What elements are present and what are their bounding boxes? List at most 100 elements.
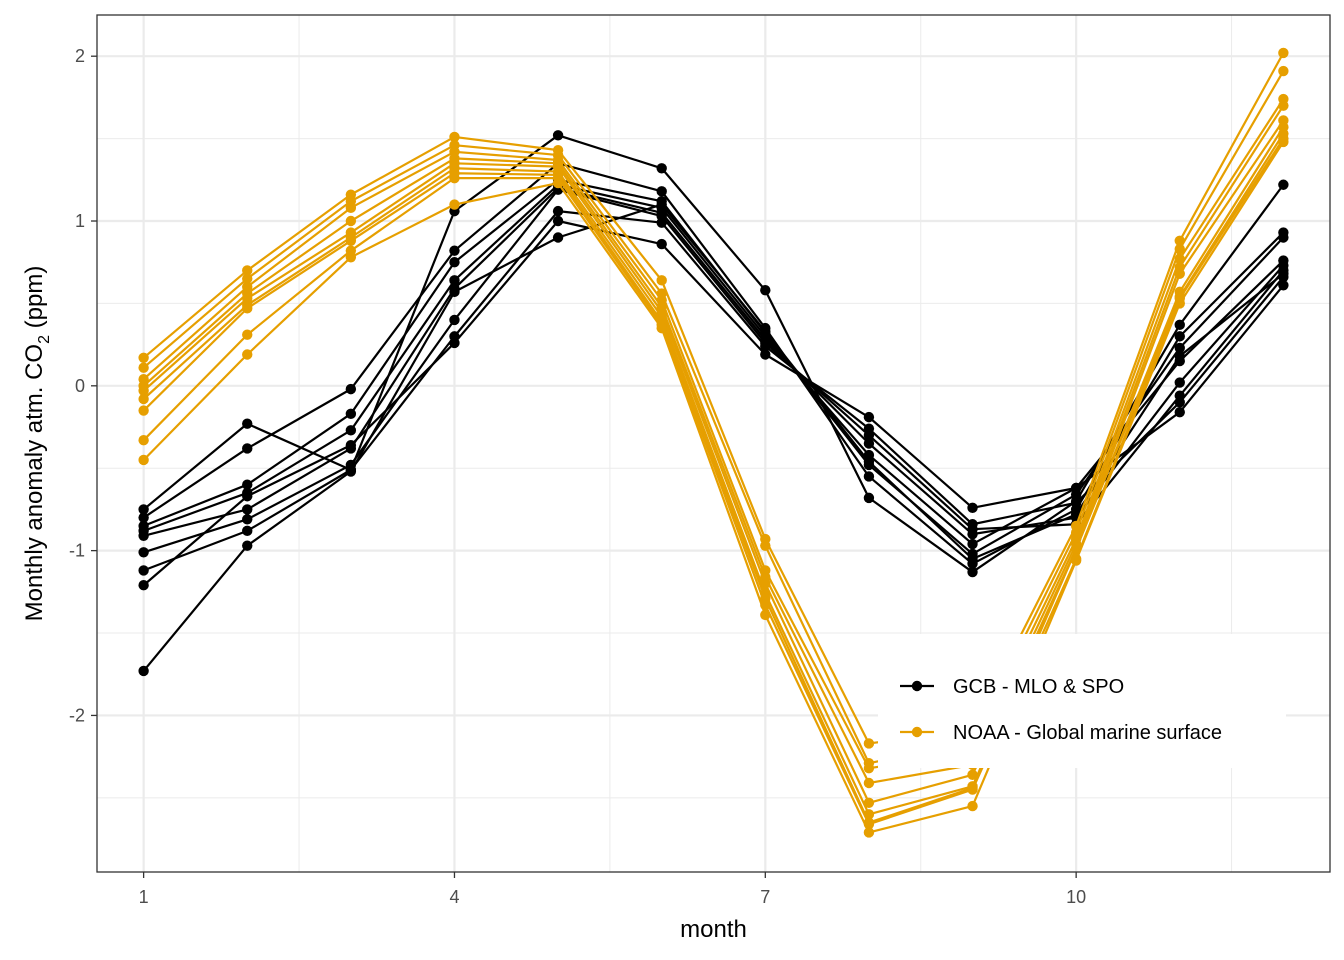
data-point	[242, 491, 253, 502]
data-point	[242, 479, 253, 490]
data-point	[1174, 350, 1185, 362]
data-point	[863, 777, 875, 789]
data-point	[760, 609, 771, 621]
data-point	[449, 172, 460, 184]
data-point	[1174, 298, 1185, 309]
data-point	[1174, 243, 1185, 255]
y-axis-title: Monthly anomaly atm. CO2 (ppm)	[21, 266, 53, 622]
data-point	[242, 418, 253, 429]
data-point	[1070, 497, 1082, 509]
data-point	[967, 566, 978, 578]
data-point	[345, 408, 357, 420]
series-line	[143, 183, 1285, 546]
data-point	[242, 443, 253, 454]
data-point	[345, 383, 357, 395]
data-point	[656, 275, 667, 286]
y-tick-label: -1	[69, 541, 85, 561]
data-point	[242, 303, 253, 314]
data-point	[552, 130, 564, 141]
x-tick-label: 4	[449, 887, 459, 907]
data-point	[863, 492, 875, 504]
data-point	[345, 439, 357, 451]
data-point	[1174, 331, 1185, 342]
data-point	[967, 800, 978, 812]
data-point	[138, 454, 149, 466]
data-point	[138, 512, 149, 523]
x-tick-label: 7	[760, 887, 770, 907]
series-line	[142, 133, 1285, 824]
data-point	[449, 199, 460, 210]
data-point	[863, 797, 875, 808]
data-point	[760, 540, 771, 551]
data-point	[967, 519, 978, 530]
y-tick-label: 1	[75, 211, 85, 231]
data-point	[863, 423, 875, 434]
data-point	[863, 762, 875, 774]
data-point	[656, 186, 667, 197]
panel-border	[96, 14, 1331, 873]
y-tick-label: -2	[69, 705, 85, 725]
legend-item: GCB - MLO & SPO	[900, 676, 1124, 698]
axis-tick-labels: 1 4 7 10 -2 -1 0 1 2	[69, 46, 1086, 907]
data-point	[138, 665, 149, 677]
data-point	[138, 580, 149, 591]
data-point	[1278, 100, 1289, 111]
data-point	[138, 547, 149, 558]
series-line	[142, 98, 1285, 770]
data-point	[1278, 280, 1289, 291]
data-point	[967, 502, 978, 513]
legend: GCB - MLO & SPO NOAA - Global marine surf…	[878, 634, 1286, 768]
y-axis-title-subscript: 2	[36, 335, 53, 344]
data-point	[760, 285, 771, 296]
data-point	[449, 245, 460, 256]
data-point	[242, 349, 253, 360]
data-point	[138, 405, 149, 416]
series-line	[142, 105, 1285, 785]
data-point	[1174, 268, 1185, 279]
data-point	[345, 425, 357, 436]
data-point	[863, 827, 875, 838]
data-point	[242, 540, 253, 551]
data-point	[449, 337, 460, 349]
data-point	[138, 504, 149, 515]
data-point	[760, 341, 771, 352]
data-point	[552, 205, 564, 217]
data-point	[1278, 268, 1289, 279]
x-tick-label: 10	[1066, 887, 1086, 907]
data-point	[863, 456, 875, 467]
legend-label: GCB - MLO & SPO	[953, 676, 1124, 698]
data-point	[760, 326, 771, 337]
data-point	[138, 385, 149, 396]
data-point	[138, 362, 149, 373]
data-point	[1070, 482, 1082, 494]
data-point	[1174, 319, 1185, 331]
series-line	[142, 119, 1285, 804]
data-point	[552, 215, 564, 227]
data-point	[1174, 377, 1185, 388]
data-point	[242, 514, 253, 525]
data-point	[552, 177, 564, 189]
data-point	[1174, 397, 1185, 408]
data-point	[967, 769, 978, 780]
data-point	[449, 314, 460, 326]
data-point	[863, 738, 875, 749]
data-point	[138, 352, 149, 363]
series-layer	[138, 47, 1289, 838]
data-point	[967, 784, 978, 795]
data-point	[345, 202, 357, 214]
data-point	[863, 471, 875, 482]
data-point	[1070, 555, 1082, 566]
data-point	[967, 553, 978, 565]
data-point	[138, 565, 149, 576]
series-group-noaa	[138, 47, 1289, 838]
legend-background	[878, 634, 1286, 768]
x-tick-label: 1	[139, 887, 149, 907]
data-point	[1174, 342, 1185, 354]
legend-marker	[911, 680, 923, 692]
data-point	[656, 322, 667, 334]
legend-label: NOAA - Global marine surface	[953, 722, 1222, 744]
series-line	[142, 141, 1285, 834]
series-line	[142, 52, 1285, 745]
